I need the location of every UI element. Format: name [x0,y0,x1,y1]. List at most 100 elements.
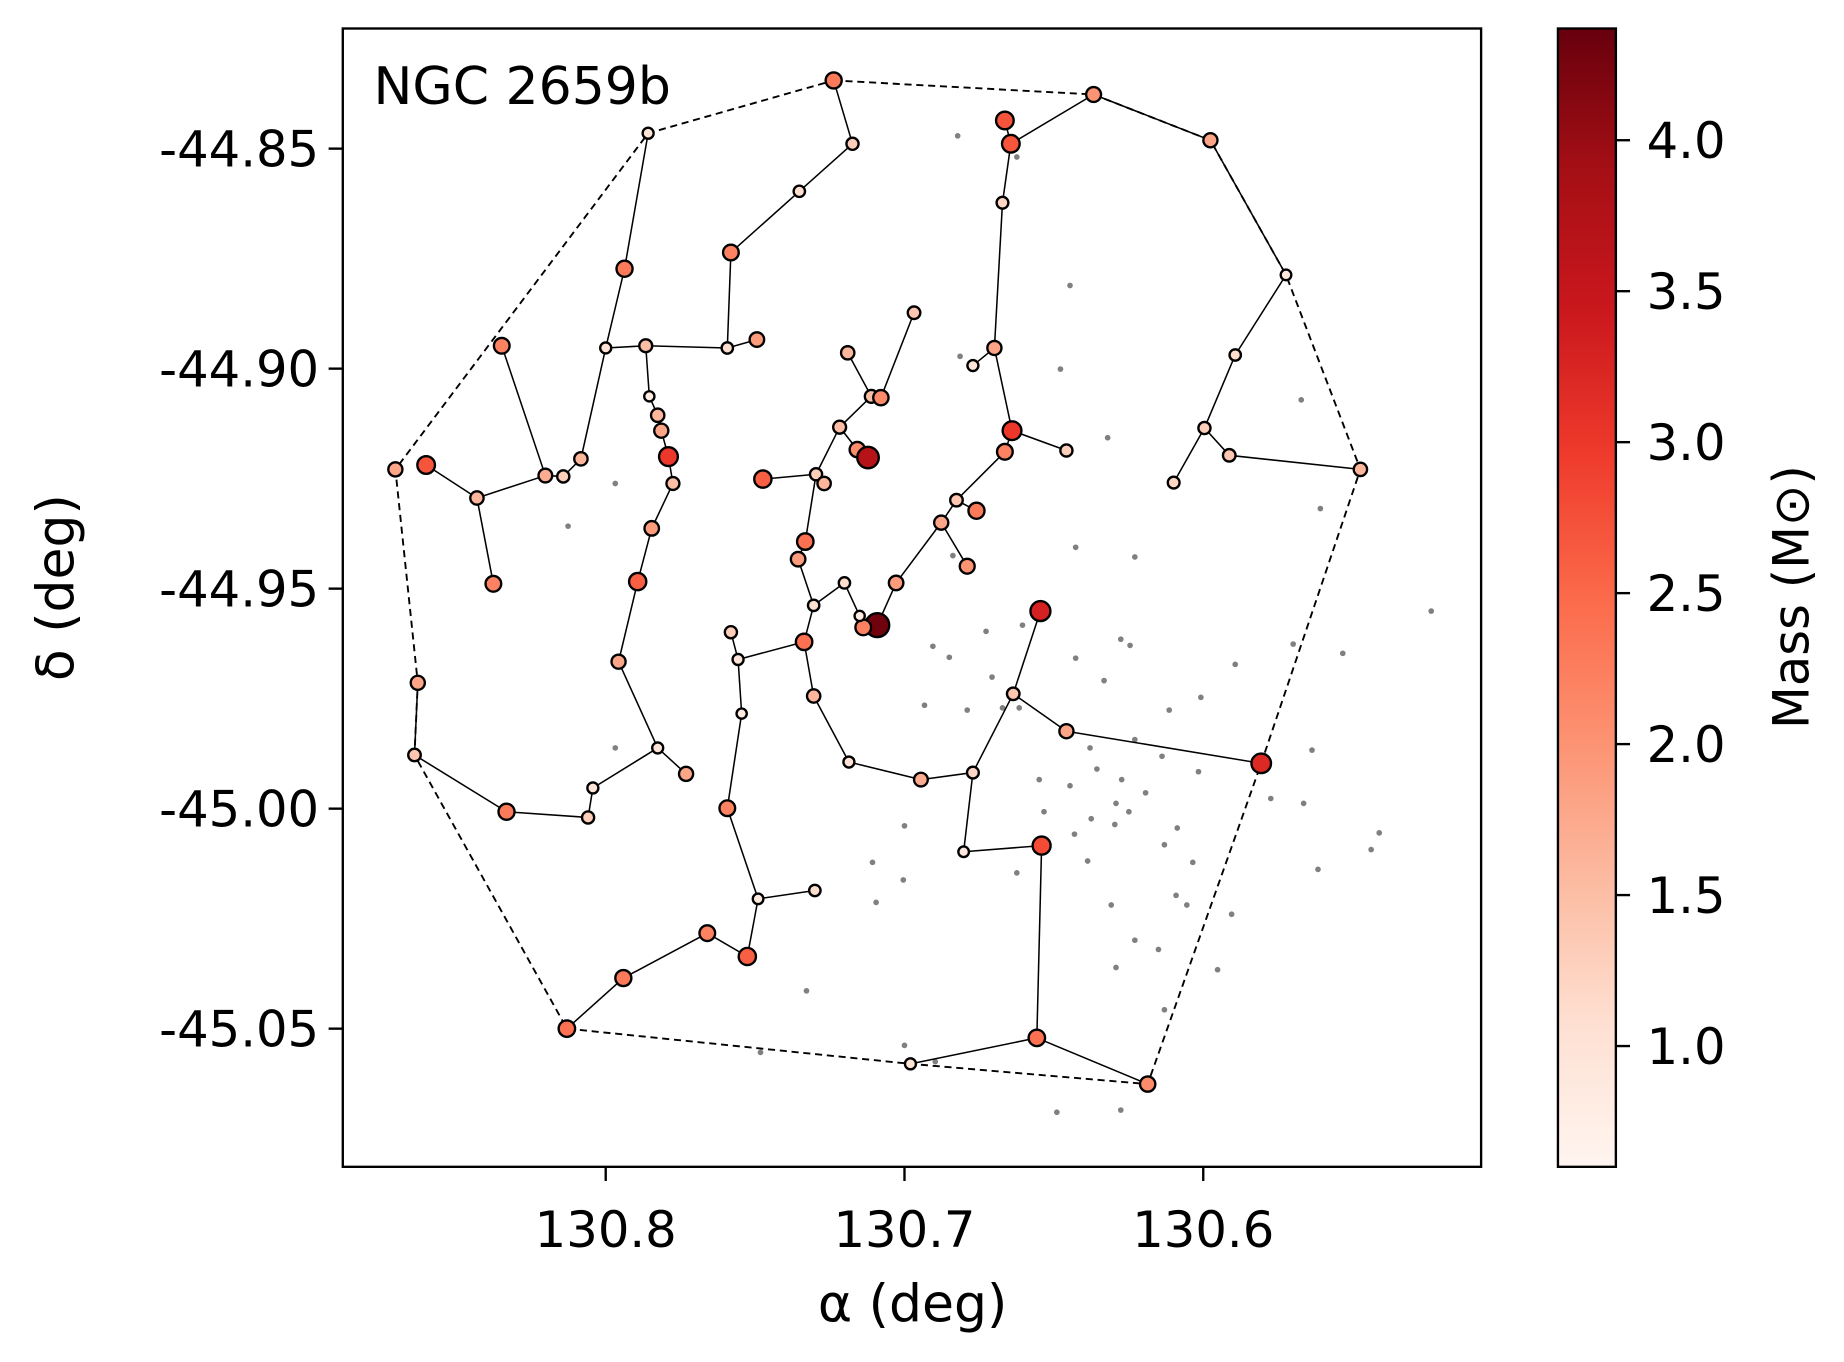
mst-edge [1173,427,1206,483]
member-star [751,892,765,906]
field-star [1195,768,1202,775]
mst-edge [645,344,728,349]
member-star [837,576,852,590]
mst-edge [644,345,651,397]
mst-edge [1209,139,1287,276]
mst-edge [880,312,915,398]
field-star [1084,858,1091,864]
field-star [1072,544,1079,551]
colorbar-tick-label: 2.5 [1647,565,1726,623]
field-star [901,1042,908,1049]
member-star [966,358,980,373]
field-star [1019,622,1026,629]
member-star [748,331,766,349]
field-star [957,353,963,360]
field-star [930,643,936,650]
mst-edge [476,497,495,584]
field-star [1142,789,1149,796]
field-star [1111,821,1118,828]
field-star [964,707,971,713]
mst-edge [506,810,589,819]
field-star [989,674,995,680]
mst-edge [414,754,507,813]
y-tick-label: -45.05 [159,1000,319,1058]
member-star [839,344,856,361]
field-star [1117,1107,1124,1113]
member-star [1202,132,1219,149]
field-star [1315,866,1321,873]
member-star [1084,85,1103,104]
field-star [1298,397,1305,403]
colorbar [1556,27,1618,1169]
member-star [492,336,511,355]
member-star [807,883,822,898]
member-star [805,688,822,704]
member-star [1250,752,1273,775]
mst-edge [920,771,974,781]
mst-edge [757,889,815,900]
member-star [677,765,695,783]
mst-edge [1012,610,1042,695]
x-axis-label: α (deg) [818,1275,1007,1335]
mst-edge [1234,274,1287,356]
member-star [387,461,404,478]
field-star [1072,655,1079,662]
field-star [950,552,956,559]
mst-edge [476,474,546,499]
field-star [1309,747,1315,753]
field-star [1131,554,1138,560]
member-star [887,574,905,592]
mst-edge [501,345,547,476]
field-star [1155,946,1162,953]
member-star [627,571,648,592]
mst-edge [963,844,1042,853]
field-star [1016,705,1023,711]
field-star [1232,661,1239,668]
member-star [1279,268,1293,282]
member-star [586,781,600,795]
member-star [1027,1028,1047,1048]
member-star [903,1057,918,1071]
member-star [657,446,680,468]
member-star [965,765,980,780]
member-star [753,469,773,489]
member-star [599,341,613,355]
y-tick-label: -44.95 [159,560,319,618]
member-star [806,598,821,613]
field-star [1108,902,1115,908]
colorbar-tick-label: 4.0 [1647,112,1726,170]
member-star [638,338,654,354]
mst-edge [993,202,1004,349]
mst-edge [566,977,624,1030]
field-star [1183,902,1190,908]
member-star [958,557,976,575]
field-star [1166,707,1173,713]
mst-edge [815,426,841,475]
mst-edge [592,747,659,789]
field-star [1013,870,1020,876]
member-star [557,1019,577,1039]
member-star [735,707,748,720]
field-star [1317,505,1324,512]
field-star [1368,846,1374,853]
member-star [986,339,1003,357]
member-star [1005,686,1021,702]
field-star [1376,830,1383,836]
member-star [795,532,815,551]
member-star [957,845,971,859]
field-star [612,745,619,751]
field-star [1174,825,1181,831]
field-star [1041,808,1047,815]
mst-edge [622,932,708,979]
member-star [845,136,860,152]
member-star [718,799,737,818]
mst-edge [604,268,626,349]
member-star [792,184,807,199]
field-star [1127,642,1133,649]
member-star [995,442,1014,461]
mst-edge [972,693,1014,773]
convex-hull [394,79,1362,1086]
member-star [407,747,422,763]
field-star [612,480,619,487]
